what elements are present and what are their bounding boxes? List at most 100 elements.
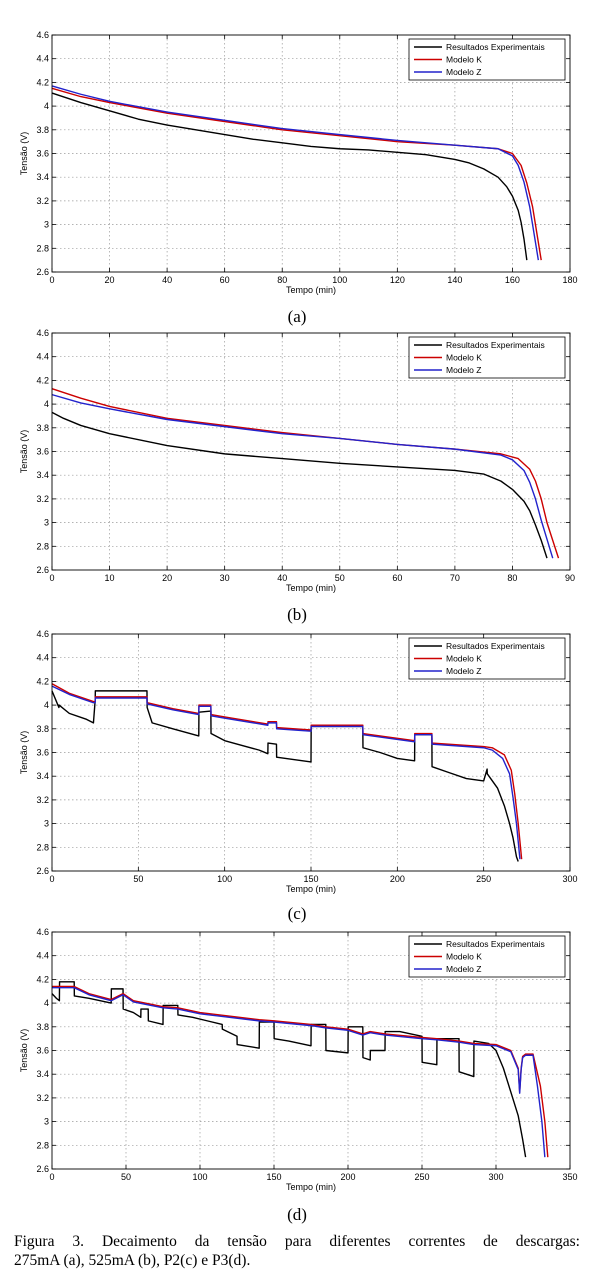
y-tick-label: 3.2 [36,196,49,206]
x-tick-label: 0 [49,874,54,884]
x-tick-label: 40 [277,573,287,583]
legend-label-1: Resultados Experimentais [446,641,545,651]
x-tick-label: 90 [565,573,575,583]
y-tick-label: 3.6 [36,149,49,159]
y-tick-label: 4 [44,700,49,710]
legend-label-2: Modelo K [446,654,482,664]
x-tick-label: 50 [335,573,345,583]
legend-label-1: Resultados Experimentais [446,340,545,350]
series-line-1 [51,92,528,261]
chart-panel-2: 0 10 20 30 40 50 60 70 80 90 2.6 2.8 3 3.2 3.4 3.6 3.8 4 4… [19,328,575,624]
x-tick-label: 160 [505,275,520,285]
y-axis-label: Tensão (V) [19,430,29,474]
y-tick-label: 4.6 [36,30,49,40]
series-line-1 [51,411,548,559]
legend-label-2: Modelo K [446,353,482,363]
y-tick-label: 4.4 [36,54,49,64]
x-tick-label: 60 [392,573,402,583]
x-tick-label: 0 [49,573,54,583]
caption-line-1: Figura 3. Decaimento da tensão para dife… [14,1233,580,1250]
y-tick-label: 4.4 [36,352,49,362]
x-tick-label: 250 [414,1172,429,1182]
y-tick-label: 3.8 [36,125,49,135]
series-line-3 [51,685,521,860]
chart-panel-1: 0 20 40 60 80 100 120 140 160 180 2.6 2.8 3 3.2 3.4 3.6… [19,30,578,326]
x-tick-label: 100 [332,275,347,285]
legend-label-2: Modelo K [446,55,482,65]
y-tick-label: 3 [44,518,49,528]
x-tick-label: 0 [49,275,54,285]
y-tick-label: 4 [44,998,49,1008]
y-tick-label: 4 [44,399,49,409]
caption-line-2: 275mA (a), 525mA (b), P2(c) e P3(d). [14,1252,251,1269]
y-tick-label: 2.6 [36,565,49,575]
x-tick-label: 250 [476,874,491,884]
y-axis-label: Tensão (V) [19,132,29,176]
x-tick-label: 70 [450,573,460,583]
y-tick-label: 2.8 [36,842,49,852]
y-tick-label: 3.8 [36,724,49,734]
y-tick-label: 4.4 [36,653,49,663]
y-tick-label: 3 [44,819,49,829]
y-tick-label: 3.2 [36,795,49,805]
x-tick-label: 0 [49,1172,54,1182]
x-axis-label: Tempo (min) [286,583,336,593]
y-axis-label: Tensão (V) [19,1029,29,1073]
x-tick-label: 180 [562,275,577,285]
y-tick-label: 4.6 [36,328,49,338]
series-line-3 [51,85,540,261]
y-tick-label: 3.2 [36,494,49,504]
panel-label: (b) [287,605,307,624]
y-tick-label: 2.8 [36,1140,49,1150]
legend: Resultados Experimentais Modelo K Modelo Z [408,336,566,379]
x-axis-label: Tempo (min) [286,884,336,894]
legend-label-3: Modelo Z [446,365,481,375]
y-tick-label: 3.8 [36,423,49,433]
y-tick-label: 4.2 [36,676,49,686]
series-line-1 [51,981,527,1158]
x-tick-label: 60 [220,275,230,285]
y-tick-label: 2.8 [36,243,49,253]
x-tick-label: 100 [217,874,232,884]
y-tick-label: 3.8 [36,1022,49,1032]
legend-label-3: Modelo Z [446,666,481,676]
x-tick-label: 300 [562,874,577,884]
chart-panel-4: 0 50 100 150 200 250 300 350 2.6 2.8 3 3.2 3.4 3.6 3.8… [19,927,578,1224]
x-tick-label: 30 [220,573,230,583]
legend: Resultados Experimentais Modelo K Modelo Z [408,38,566,81]
x-tick-label: 140 [447,275,462,285]
y-tick-label: 4.4 [36,951,49,961]
x-tick-label: 300 [488,1172,503,1182]
y-tick-label: 3.4 [36,172,49,182]
y-tick-label: 2.6 [36,866,49,876]
series-line-3 [51,393,554,559]
x-axis-label: Tempo (min) [286,285,336,295]
y-tick-label: 4.6 [36,629,49,639]
y-axis-label: Tensão (V) [19,731,29,775]
x-tick-label: 40 [162,275,172,285]
y-tick-label: 3 [44,1117,49,1127]
y-tick-label: 4 [44,101,49,111]
y-tick-label: 4.2 [36,77,49,87]
y-tick-label: 4.2 [36,375,49,385]
x-axis-label: Tempo (min) [286,1182,336,1192]
panel-label: (c) [288,904,307,923]
y-tick-label: 3.6 [36,1046,49,1056]
x-tick-label: 50 [133,874,143,884]
x-tick-label: 20 [162,573,172,583]
panel-label: (d) [287,1205,307,1224]
legend-label-3: Modelo Z [446,67,481,77]
y-tick-label: 2.6 [36,1164,49,1174]
y-tick-label: 4.6 [36,927,49,937]
y-tick-label: 4.2 [36,974,49,984]
legend: Resultados Experimentais Modelo K Modelo Z [408,935,566,978]
x-tick-label: 150 [303,874,318,884]
series-line-1 [51,690,519,862]
x-tick-label: 80 [507,573,517,583]
y-tick-label: 3.4 [36,1069,49,1079]
legend-label-1: Resultados Experimentais [446,939,545,949]
chart-panel-3: 0 50 100 150 200 250 300 2.6 2.8 3 3.2 3.4 3.6 3.8 4 4.… [19,629,578,923]
x-tick-label: 120 [390,275,405,285]
legend-label-3: Modelo Z [446,964,481,974]
